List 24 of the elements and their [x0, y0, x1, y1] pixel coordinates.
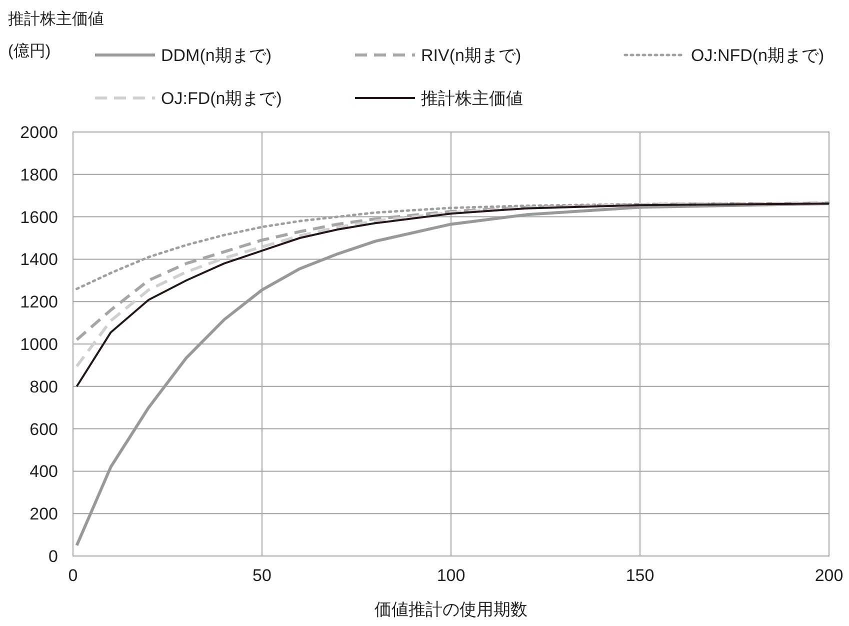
x-tick-label: 100: [436, 566, 466, 585]
x-tick-label: 0: [68, 566, 78, 585]
y-tick-label: 600: [30, 420, 58, 439]
legend-label: OJ:NFD(n期まで): [691, 46, 824, 65]
legend-label: RIV(n期まで): [421, 46, 522, 65]
text: 推計株主価値: [8, 10, 104, 28]
legend-label: 推計株主価値: [421, 89, 523, 108]
y-tick-label: 2000: [20, 123, 58, 142]
y-tick-label: 1800: [20, 165, 58, 184]
y-tick-label: 1200: [20, 292, 58, 312]
x-tick-label: 50: [252, 566, 272, 585]
legend-label: DDM(n期まで): [161, 46, 272, 65]
y-tick-label: 400: [30, 462, 58, 482]
x-tick-label: 200: [814, 566, 844, 585]
text: (億円): [8, 42, 51, 60]
legend-label: OJ:FD(n期まで): [161, 89, 282, 108]
x-axis-title: 価値推計の使用期数: [374, 600, 528, 619]
y-tick-label: 800: [30, 377, 58, 396]
y-tick-label: 1600: [20, 208, 58, 227]
y-tick-label: 1400: [20, 250, 58, 270]
y-tick-label: 0: [48, 547, 58, 566]
x-tick-label: 150: [626, 566, 654, 585]
y-tick-label: 1000: [20, 335, 58, 354]
y-tick-label: 200: [30, 504, 58, 524]
